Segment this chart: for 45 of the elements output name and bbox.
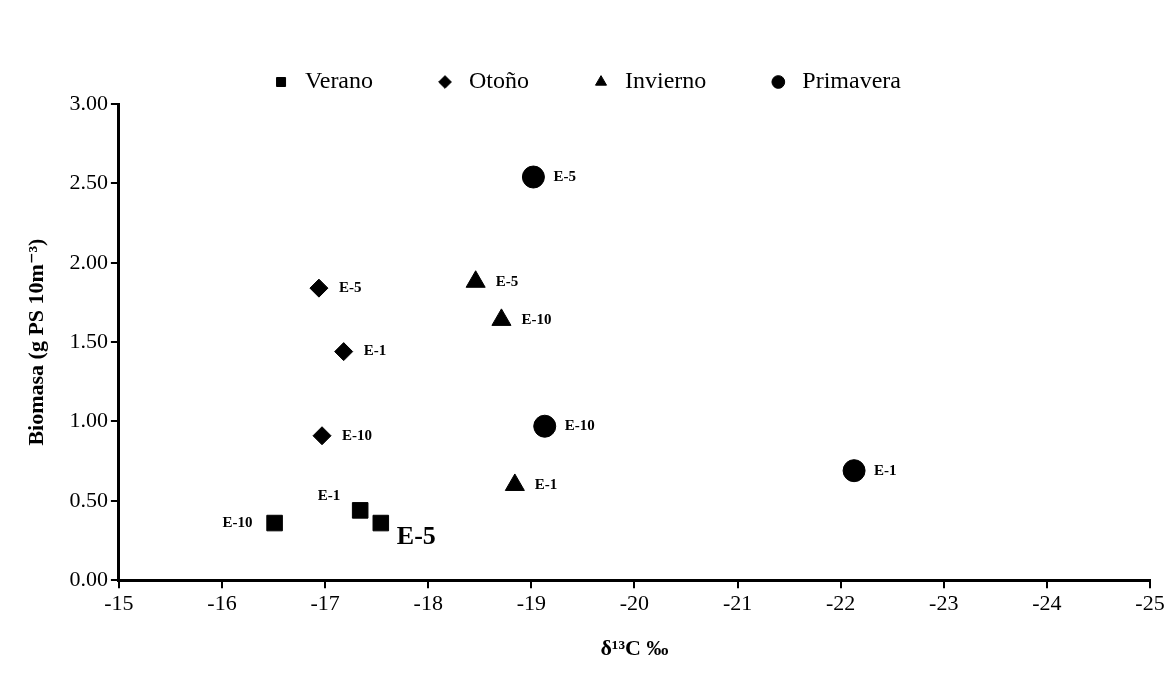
- data-label: E-10: [564, 417, 595, 434]
- y-tick-label: 0.50: [69, 486, 108, 512]
- data-label: E-10: [222, 513, 253, 530]
- legend-label: Primavera: [802, 67, 902, 94]
- y-tick-label: 3.00: [69, 89, 108, 115]
- x-tick-label: -16: [207, 590, 237, 616]
- legend-label: Otoño: [469, 67, 530, 94]
- data-label: E-5: [553, 167, 576, 184]
- data-label: E-10: [342, 426, 373, 443]
- x-tick-label: -23: [929, 590, 959, 616]
- y-tick-label: 0.00: [69, 565, 108, 591]
- x-tick-label: -19: [516, 590, 546, 616]
- point: [372, 514, 390, 532]
- data-label: E-10: [521, 310, 552, 327]
- data-label: E-5: [396, 520, 436, 550]
- y-axis-title: Biomasa (g PS 10m⁻³): [22, 238, 48, 446]
- point: [533, 414, 557, 438]
- data-label: E-1: [363, 342, 387, 359]
- x-tick-label: -20: [619, 590, 650, 616]
- point: [266, 514, 283, 532]
- data-label: E-5: [338, 279, 362, 296]
- x-tick-label: -18: [413, 590, 443, 616]
- data-label: E-5: [495, 272, 519, 289]
- data-label: E-1: [534, 475, 558, 492]
- x-tick-label: -15: [104, 590, 134, 616]
- data-label: E-1: [317, 487, 341, 504]
- y-tick-label: 1.50: [69, 327, 108, 353]
- x-tick-label: -22: [826, 590, 856, 616]
- x-tick-label: -21: [722, 590, 753, 616]
- point: [842, 459, 866, 483]
- point: [312, 426, 332, 446]
- point: [351, 502, 369, 519]
- point: [521, 165, 545, 189]
- y-tick-label: 2.50: [69, 169, 108, 195]
- x-tick-label: -17: [310, 590, 340, 616]
- point: [309, 278, 329, 298]
- legend-label: Invierno: [625, 67, 707, 94]
- x-axis-title: δ¹³C ‰: [600, 635, 669, 661]
- data-label: E-1: [874, 461, 897, 478]
- x-tick-label: -25: [1135, 590, 1165, 616]
- y-tick-label: 2.00: [69, 248, 108, 274]
- legend-label: Verano: [305, 67, 374, 94]
- y-tick-label: 1.00: [69, 407, 108, 433]
- x-tick-label: -24: [1032, 590, 1062, 616]
- point: [334, 342, 354, 362]
